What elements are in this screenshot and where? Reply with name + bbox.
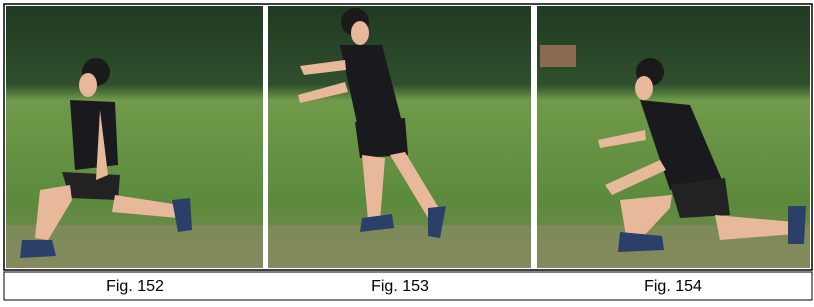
caption: Fig. 154 bbox=[644, 278, 702, 295]
figure-strip: Fig. 152 Fig. 153 Fig. 154 bbox=[0, 0, 814, 302]
caption: Fig. 153 bbox=[371, 278, 429, 295]
photo bbox=[537, 6, 810, 268]
photo bbox=[6, 6, 263, 268]
caption: Fig. 152 bbox=[106, 278, 164, 295]
photo bbox=[268, 6, 531, 268]
